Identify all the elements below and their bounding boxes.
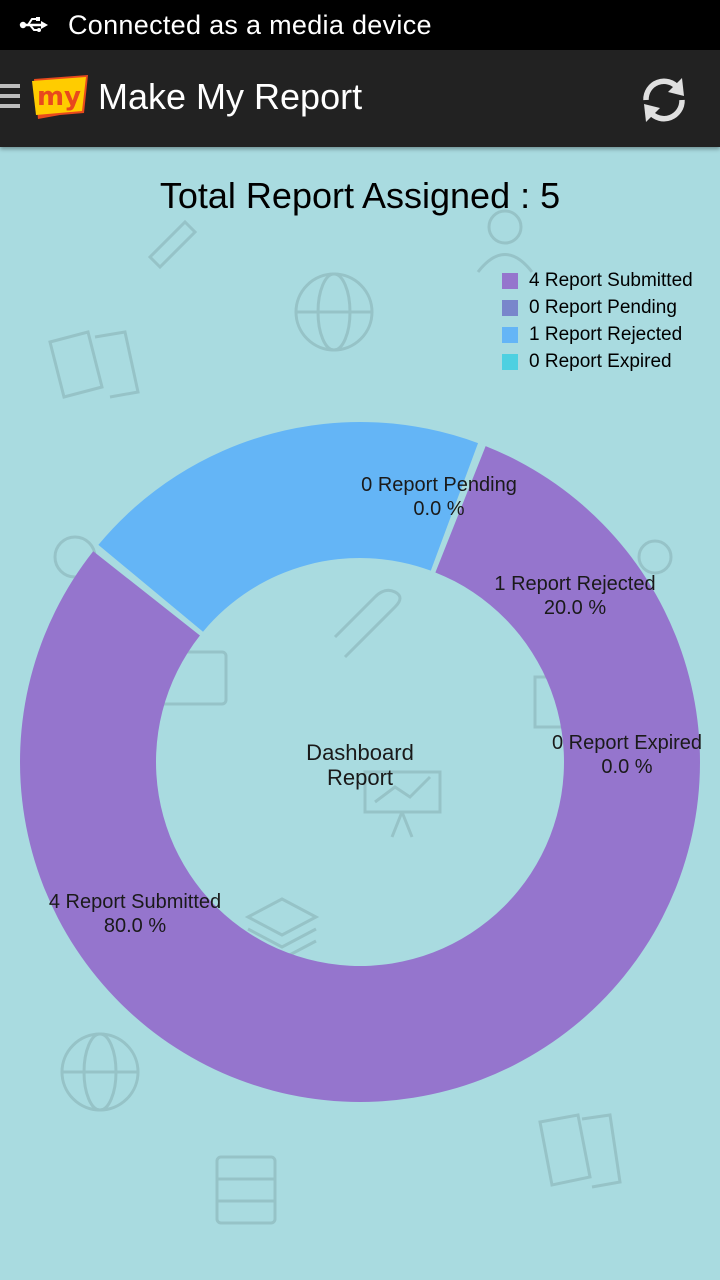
donut-chart: [19, 422, 700, 1102]
slice-label-rejected-percent: 20.0 %: [543, 597, 607, 619]
action-bar: my Make My Report: [0, 50, 720, 147]
legend-swatch: [502, 272, 518, 289]
legend-swatch: [502, 326, 518, 343]
slice-label-rejected-name: 1 Report Rejected: [494, 573, 656, 595]
user-icon: [487, 209, 523, 245]
slice-label-expired: 0 Report Expired 0.0 %: [552, 731, 702, 779]
status-text: Connected as a media device: [68, 9, 432, 40]
usb-icon: [0, 0, 68, 50]
donut-center-label: Dashboard Report: [306, 740, 414, 790]
hamburger-icon[interactable]: [0, 84, 20, 114]
dashboard-content: Total Report Assigned : 5 4 Report Submi…: [0, 147, 720, 1280]
center-label-line2: Report: [326, 765, 394, 790]
legend-item: 1 Report Rejected: [502, 321, 693, 348]
legend-label: 0 Report Expired: [529, 350, 672, 372]
legend-item: 0 Report Expired: [502, 348, 693, 375]
slice-label-submitted-percent: 80.0 %: [103, 915, 167, 937]
app-title: Make My Report: [98, 76, 363, 117]
legend-label: 0 Report Pending: [529, 296, 677, 318]
legend-item: 0 Report Pending: [502, 294, 693, 321]
slice-label-pending: 0 Report Pending 0.0 %: [361, 473, 517, 521]
legend-label: 4 Report Submitted: [529, 269, 693, 291]
center-label-line1: Dashboard: [306, 740, 414, 765]
donut-slice[interactable]: [98, 422, 479, 632]
refresh-icon[interactable]: [636, 72, 692, 128]
total-report-assigned: Total Report Assigned : 5: [159, 175, 561, 216]
slice-label-expired-name: 0 Report Expired: [551, 732, 703, 754]
slice-label-submitted: 4 Report Submitted 80.0 %: [49, 890, 221, 938]
slice-label-expired-percent: 0.0 %: [601, 756, 653, 778]
legend-swatch: [502, 299, 518, 316]
status-bar: Connected as a media device: [0, 0, 720, 50]
donut-slice[interactable]: [19, 446, 700, 1102]
slice-label-pending-name: 0 Report Pending: [361, 474, 517, 496]
chart-legend: 4 Report Submitted 0 Report Pending 1 Repo…: [502, 267, 693, 375]
logo-text: my: [37, 82, 81, 112]
slice-label-pending-percent: 0.0 %: [413, 498, 465, 520]
legend-label: 1 Report Rejected: [529, 323, 683, 345]
legend-item: 4 Report Submitted: [502, 267, 693, 294]
app-logo[interactable]: my: [30, 75, 90, 121]
slice-label-rejected: 1 Report Rejected 20.0 %: [494, 572, 655, 620]
legend-swatch: [502, 353, 518, 370]
background-pattern: [48, 209, 673, 1225]
slice-label-submitted-name: 4 Report Submitted: [48, 891, 222, 913]
